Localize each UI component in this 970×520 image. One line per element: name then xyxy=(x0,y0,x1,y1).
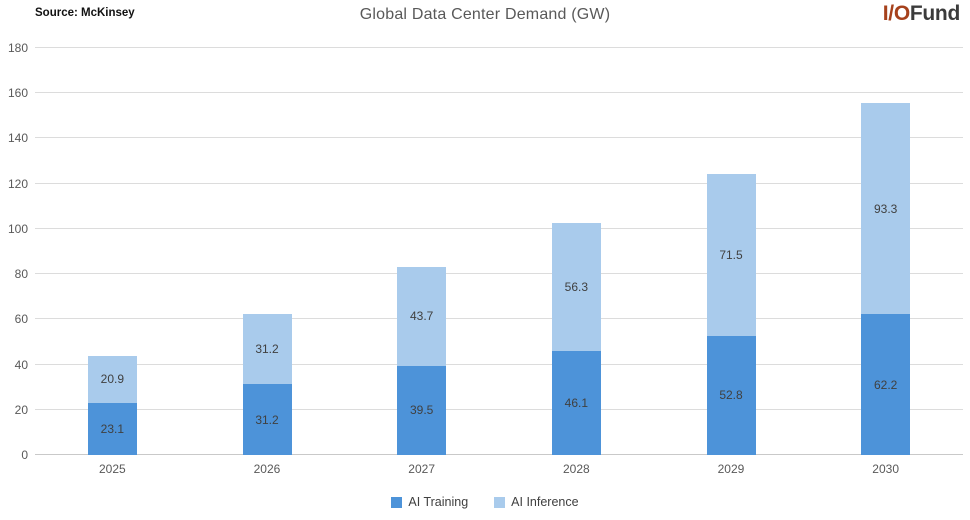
gridline-120 xyxy=(35,182,963,184)
y-tick-label: 120 xyxy=(7,176,28,191)
gridline-0 xyxy=(35,454,963,455)
gridline-180 xyxy=(35,47,963,48)
legend-swatch xyxy=(494,496,506,508)
bar-segment: 46.1 xyxy=(551,350,601,455)
legend-item: AI Inference xyxy=(494,495,579,509)
bar-segment: 71.5 xyxy=(706,173,756,336)
bar-value-label: 23.1 xyxy=(100,421,124,436)
gridline-140 xyxy=(35,137,963,139)
bar-segment: 39.5 xyxy=(397,365,447,455)
y-tick-label: 80 xyxy=(14,267,28,282)
bar-segment: 31.2 xyxy=(242,313,292,385)
bar-value-label: 71.5 xyxy=(719,247,743,262)
iofund-logo: I/OFund xyxy=(882,2,961,26)
gridline-40 xyxy=(35,363,963,365)
y-tick-label: 0 xyxy=(21,448,28,462)
y-tick-label: 40 xyxy=(14,357,28,372)
bar-value-label: 46.1 xyxy=(564,395,588,410)
bar-segment: 20.9 xyxy=(87,355,137,403)
bar-value-label: 43.7 xyxy=(409,309,434,324)
legend-swatch xyxy=(391,496,403,508)
gridline-60 xyxy=(35,318,963,320)
legend: AI Training AI Inference xyxy=(0,495,970,509)
chart-title: Global Data Center Demand (GW) xyxy=(359,6,611,23)
bar-segment: 31.2 xyxy=(242,384,292,455)
bar-segment: 62.2 xyxy=(861,314,911,455)
y-tick-label: 100 xyxy=(7,221,28,236)
source-label: Source: McKinsey xyxy=(35,7,135,19)
bar-value-label: 52.8 xyxy=(719,388,743,403)
bar-value-label: 31.2 xyxy=(255,412,279,427)
plot-area: 23.1 20.9 31.2 31.2 39.5 43.7 46.1 56.3 52.8 71.5… xyxy=(35,47,963,455)
bar-value-label: 93.3 xyxy=(873,201,898,216)
bar-segment: 52.8 xyxy=(706,335,756,455)
logo-fund-part: Fund xyxy=(909,2,960,25)
x-tick-label: 2028 xyxy=(562,462,590,476)
gridline-80 xyxy=(35,273,963,275)
legend-label: AI Inference xyxy=(511,495,579,509)
logo-io-part: I/O xyxy=(882,2,910,25)
bar-value-label: 20.9 xyxy=(100,372,124,387)
legend-label: AI Training xyxy=(408,495,469,509)
y-tick-label: 140 xyxy=(7,131,28,146)
bar-segment: 23.1 xyxy=(87,402,137,455)
y-tick-label: 180 xyxy=(7,41,28,55)
y-tick-label: 160 xyxy=(7,86,28,101)
x-tick-label: 2026 xyxy=(253,462,281,476)
bar-segment: 56.3 xyxy=(551,223,601,351)
bar-value-label: 39.5 xyxy=(409,403,434,418)
bar-value-label: 31.2 xyxy=(255,342,279,357)
legend-item: AI Training xyxy=(391,495,468,509)
gridline-160 xyxy=(35,92,963,94)
bar-value-label: 62.2 xyxy=(873,377,898,392)
bar-value-label: 56.3 xyxy=(564,280,588,295)
x-tick-label: 2030 xyxy=(872,462,899,476)
x-tick-label: 2025 xyxy=(98,462,126,476)
x-tick-label: 2029 xyxy=(717,462,745,476)
bar-segment: 43.7 xyxy=(397,266,447,366)
gridline-20 xyxy=(35,408,963,410)
gridline-100 xyxy=(35,227,963,229)
bar-segment: 93.3 xyxy=(861,103,911,315)
x-tick-label: 2027 xyxy=(408,462,435,476)
y-tick-label: 60 xyxy=(14,312,28,327)
y-tick-label: 20 xyxy=(14,402,28,417)
